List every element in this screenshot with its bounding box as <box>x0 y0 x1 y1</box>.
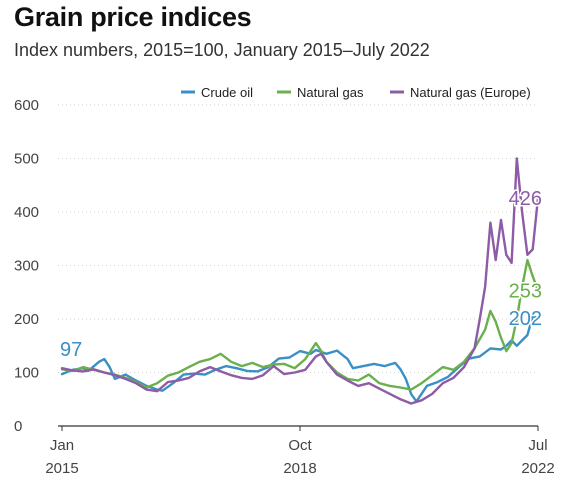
series-line <box>60 315 540 403</box>
end-value-label: 426 <box>509 188 542 210</box>
x-tick-label: Jan <box>50 437 74 454</box>
legend-label: Natural gas (Europe) <box>410 85 531 100</box>
legend-label: Crude oil <box>201 85 253 100</box>
y-tick-label: 500 <box>14 151 39 168</box>
chart-subtitle: Index numbers, 2015=100, January 2015–Ju… <box>14 40 430 60</box>
end-value-label: 202 <box>509 308 542 330</box>
y-tick-label: 0 <box>14 418 22 435</box>
start-value-label: 97 <box>60 339 82 361</box>
x-tick-sublabel: 2018 <box>283 460 316 477</box>
end-value-label: 253 <box>509 281 542 303</box>
legend-label: Natural gas <box>297 85 364 100</box>
x-tick-sublabel: 2022 <box>521 460 554 477</box>
chart-title: Grain price indices <box>14 2 252 32</box>
x-tick-label: Jul <box>528 437 547 454</box>
x-tick-sublabel: 2015 <box>45 460 78 477</box>
y-tick-label: 300 <box>14 258 39 275</box>
y-tick-label: 400 <box>14 204 39 221</box>
y-tick-label: 100 <box>14 365 39 382</box>
series-line <box>60 157 540 405</box>
y-tick-label: 200 <box>14 311 39 328</box>
x-tick-label: Oct <box>288 437 312 454</box>
y-tick-label: 600 <box>14 97 39 114</box>
